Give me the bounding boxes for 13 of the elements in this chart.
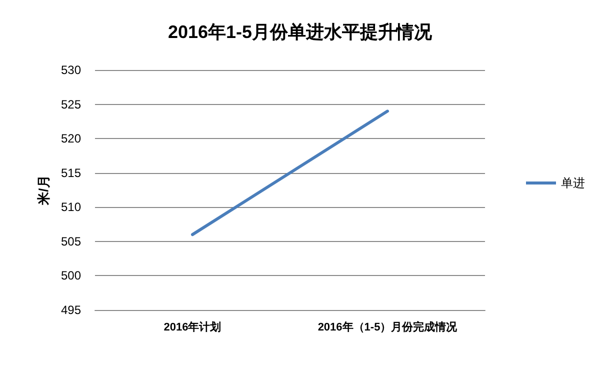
- y-tick-label: 495: [60, 303, 82, 317]
- x-tick-label: 2016年（1-5）月份完成情况: [318, 320, 458, 334]
- x-tick-label: 2016年计划: [164, 320, 222, 334]
- chart-title: 2016年1-5月份单进水平提升情况: [168, 22, 434, 42]
- y-tick-label: 525: [60, 97, 82, 112]
- legend-label: 单进: [561, 176, 585, 190]
- y-tick-label: 520: [60, 132, 82, 146]
- y-tick-label: 505: [60, 234, 82, 248]
- y-tick-label: 515: [60, 166, 82, 180]
- y-tick-label: 530: [60, 63, 82, 77]
- y-axis-title: 米/月: [36, 175, 52, 206]
- y-tick-label: 510: [60, 200, 82, 214]
- y-tick-label: 500: [60, 268, 82, 283]
